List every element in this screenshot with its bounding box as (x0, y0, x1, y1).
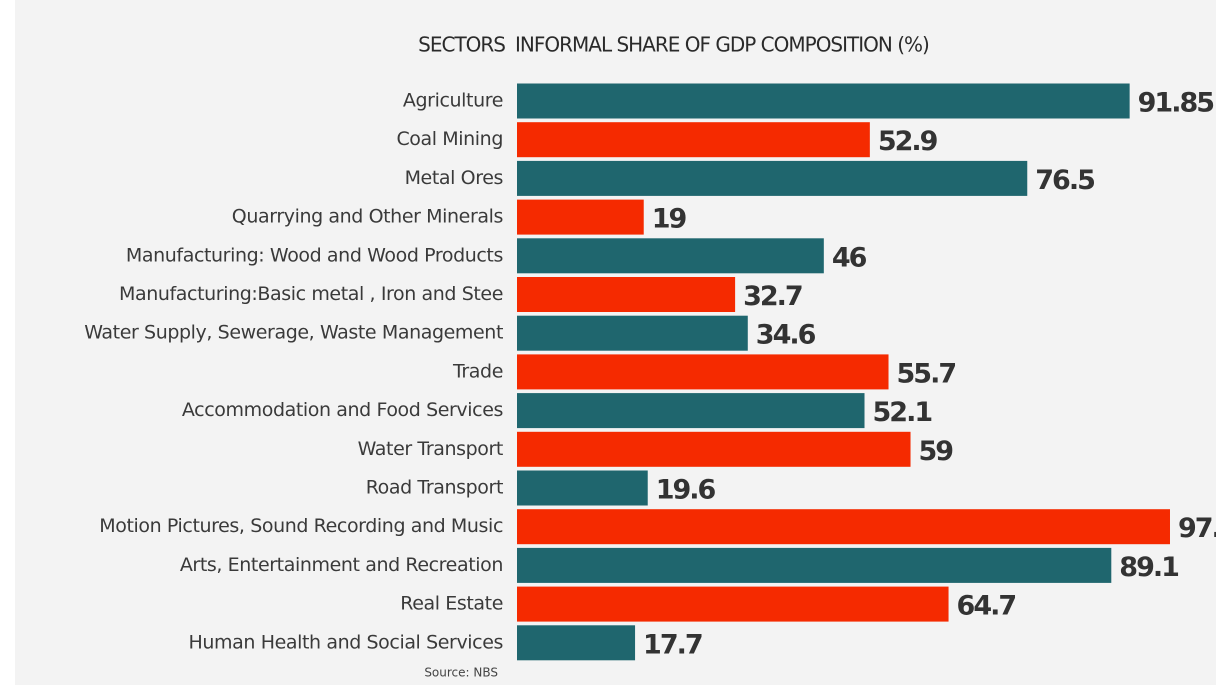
value-label: 52.9 (878, 126, 938, 157)
category-label: Water Supply, Sewerage, Waste Management (84, 322, 503, 344)
category-label: Agriculture (403, 90, 503, 112)
bar (517, 160, 1028, 196)
value-label: 46 (832, 242, 867, 273)
bar (517, 393, 865, 429)
value-label: 55.7 (897, 358, 956, 389)
category-label: Quarrying and Other Minerals (232, 206, 503, 228)
bar (517, 277, 736, 312)
bar (517, 586, 949, 622)
bar (517, 199, 644, 235)
category-label: Real Estate (400, 593, 503, 615)
value-label: 76.5 (1035, 165, 1094, 196)
chart-title: INFORMAL SHARE OF GDP COMPOSITION (%) (515, 33, 929, 57)
bar (517, 83, 1130, 119)
bar (517, 470, 648, 506)
category-label: Human Health and Social Services (189, 631, 503, 653)
value-label: 19 (652, 204, 687, 235)
bar (517, 238, 824, 274)
y-axis-label: SECTORS (418, 33, 505, 57)
bar (517, 122, 870, 158)
category-label: Water Transport (358, 438, 503, 460)
category-label: Metal Ores (405, 167, 503, 189)
bar (517, 315, 748, 351)
value-label: 17.7 (643, 629, 702, 660)
category-label: Motion Pictures, Sound Recording and Mus… (99, 515, 503, 537)
category-label: Trade (452, 360, 503, 382)
category-label: Manufacturing:Basic metal , Iron and Ste… (119, 283, 503, 305)
bar (517, 625, 636, 661)
category-label: Coal Mining (396, 128, 503, 150)
category-label: Road Transport (366, 477, 503, 499)
bar (517, 354, 889, 390)
value-label: 32.7 (743, 281, 802, 312)
bar (517, 509, 1170, 545)
value-label: 19.6 (656, 475, 716, 506)
value-label: 52.1 (873, 397, 932, 428)
value-label: 34.6 (756, 320, 816, 351)
category-label: Manufacturing: Wood and Wood Products (126, 244, 503, 266)
bar (517, 547, 1112, 583)
source: Source: NBS (424, 666, 498, 680)
category-label: Accommodation and Food Services (182, 399, 503, 421)
value-label: 89.1 (1119, 552, 1178, 583)
value-label: 64.7 (957, 591, 1016, 622)
value-label: 97.9 (1178, 513, 1216, 544)
category-label: Arts, Entertainment and Recreation (180, 554, 503, 576)
bar (517, 431, 911, 467)
value-label: 59 (919, 436, 954, 467)
value-label: 91.85 (1138, 88, 1214, 119)
